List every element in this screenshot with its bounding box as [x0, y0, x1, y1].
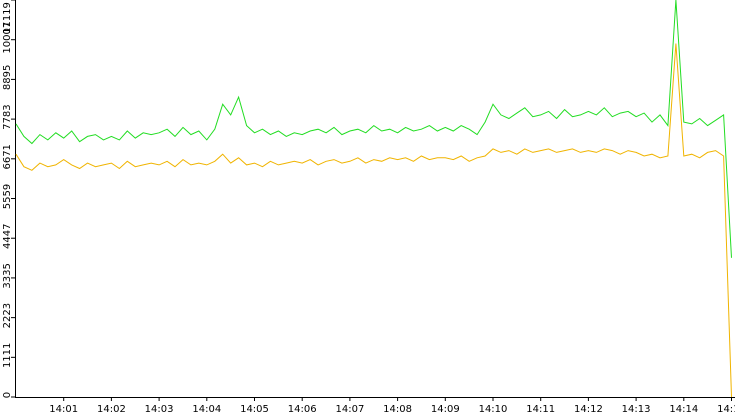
x-tick-label: 14:11 [526, 404, 555, 415]
x-tick-label: 14:09 [431, 404, 460, 415]
y-tick-label: 10007 [2, 22, 13, 54]
y-tick-label: 0 [2, 392, 13, 398]
y-tick-label: 11119 [2, 2, 13, 34]
y-tick-label: 5559 [2, 184, 13, 209]
series-line [15, 0, 732, 258]
y-tick-label: 1111 [2, 343, 13, 368]
y-tick-label: 8895 [2, 65, 13, 90]
x-tick-label: 14:04 [192, 404, 221, 415]
x-tick-label: 14:02 [97, 404, 126, 415]
x-tick-label: 14:01 [49, 404, 78, 415]
y-tick-label: 6671 [2, 144, 13, 169]
x-tick-label: 14:10 [479, 404, 508, 415]
x-tick-label: 14:07 [335, 404, 364, 415]
x-tick-label: 14:14 [669, 404, 698, 415]
x-tick-label: 14:08 [383, 404, 412, 415]
y-tick-label: 4447 [2, 223, 13, 248]
x-tick-label: 14:13 [622, 404, 651, 415]
x-tick-label: 14:05 [240, 404, 269, 415]
series-line [15, 43, 732, 398]
y-tick-label: 7783 [2, 104, 13, 129]
y-tick-label: 2223 [2, 303, 13, 328]
x-tick-label: 14:03 [145, 404, 174, 415]
x-tick-label: 14:12 [574, 404, 603, 415]
y-tick-label: 3335 [2, 263, 13, 288]
x-tick-label: 14:15 [717, 404, 735, 415]
x-tick-label: 14:06 [288, 404, 317, 415]
